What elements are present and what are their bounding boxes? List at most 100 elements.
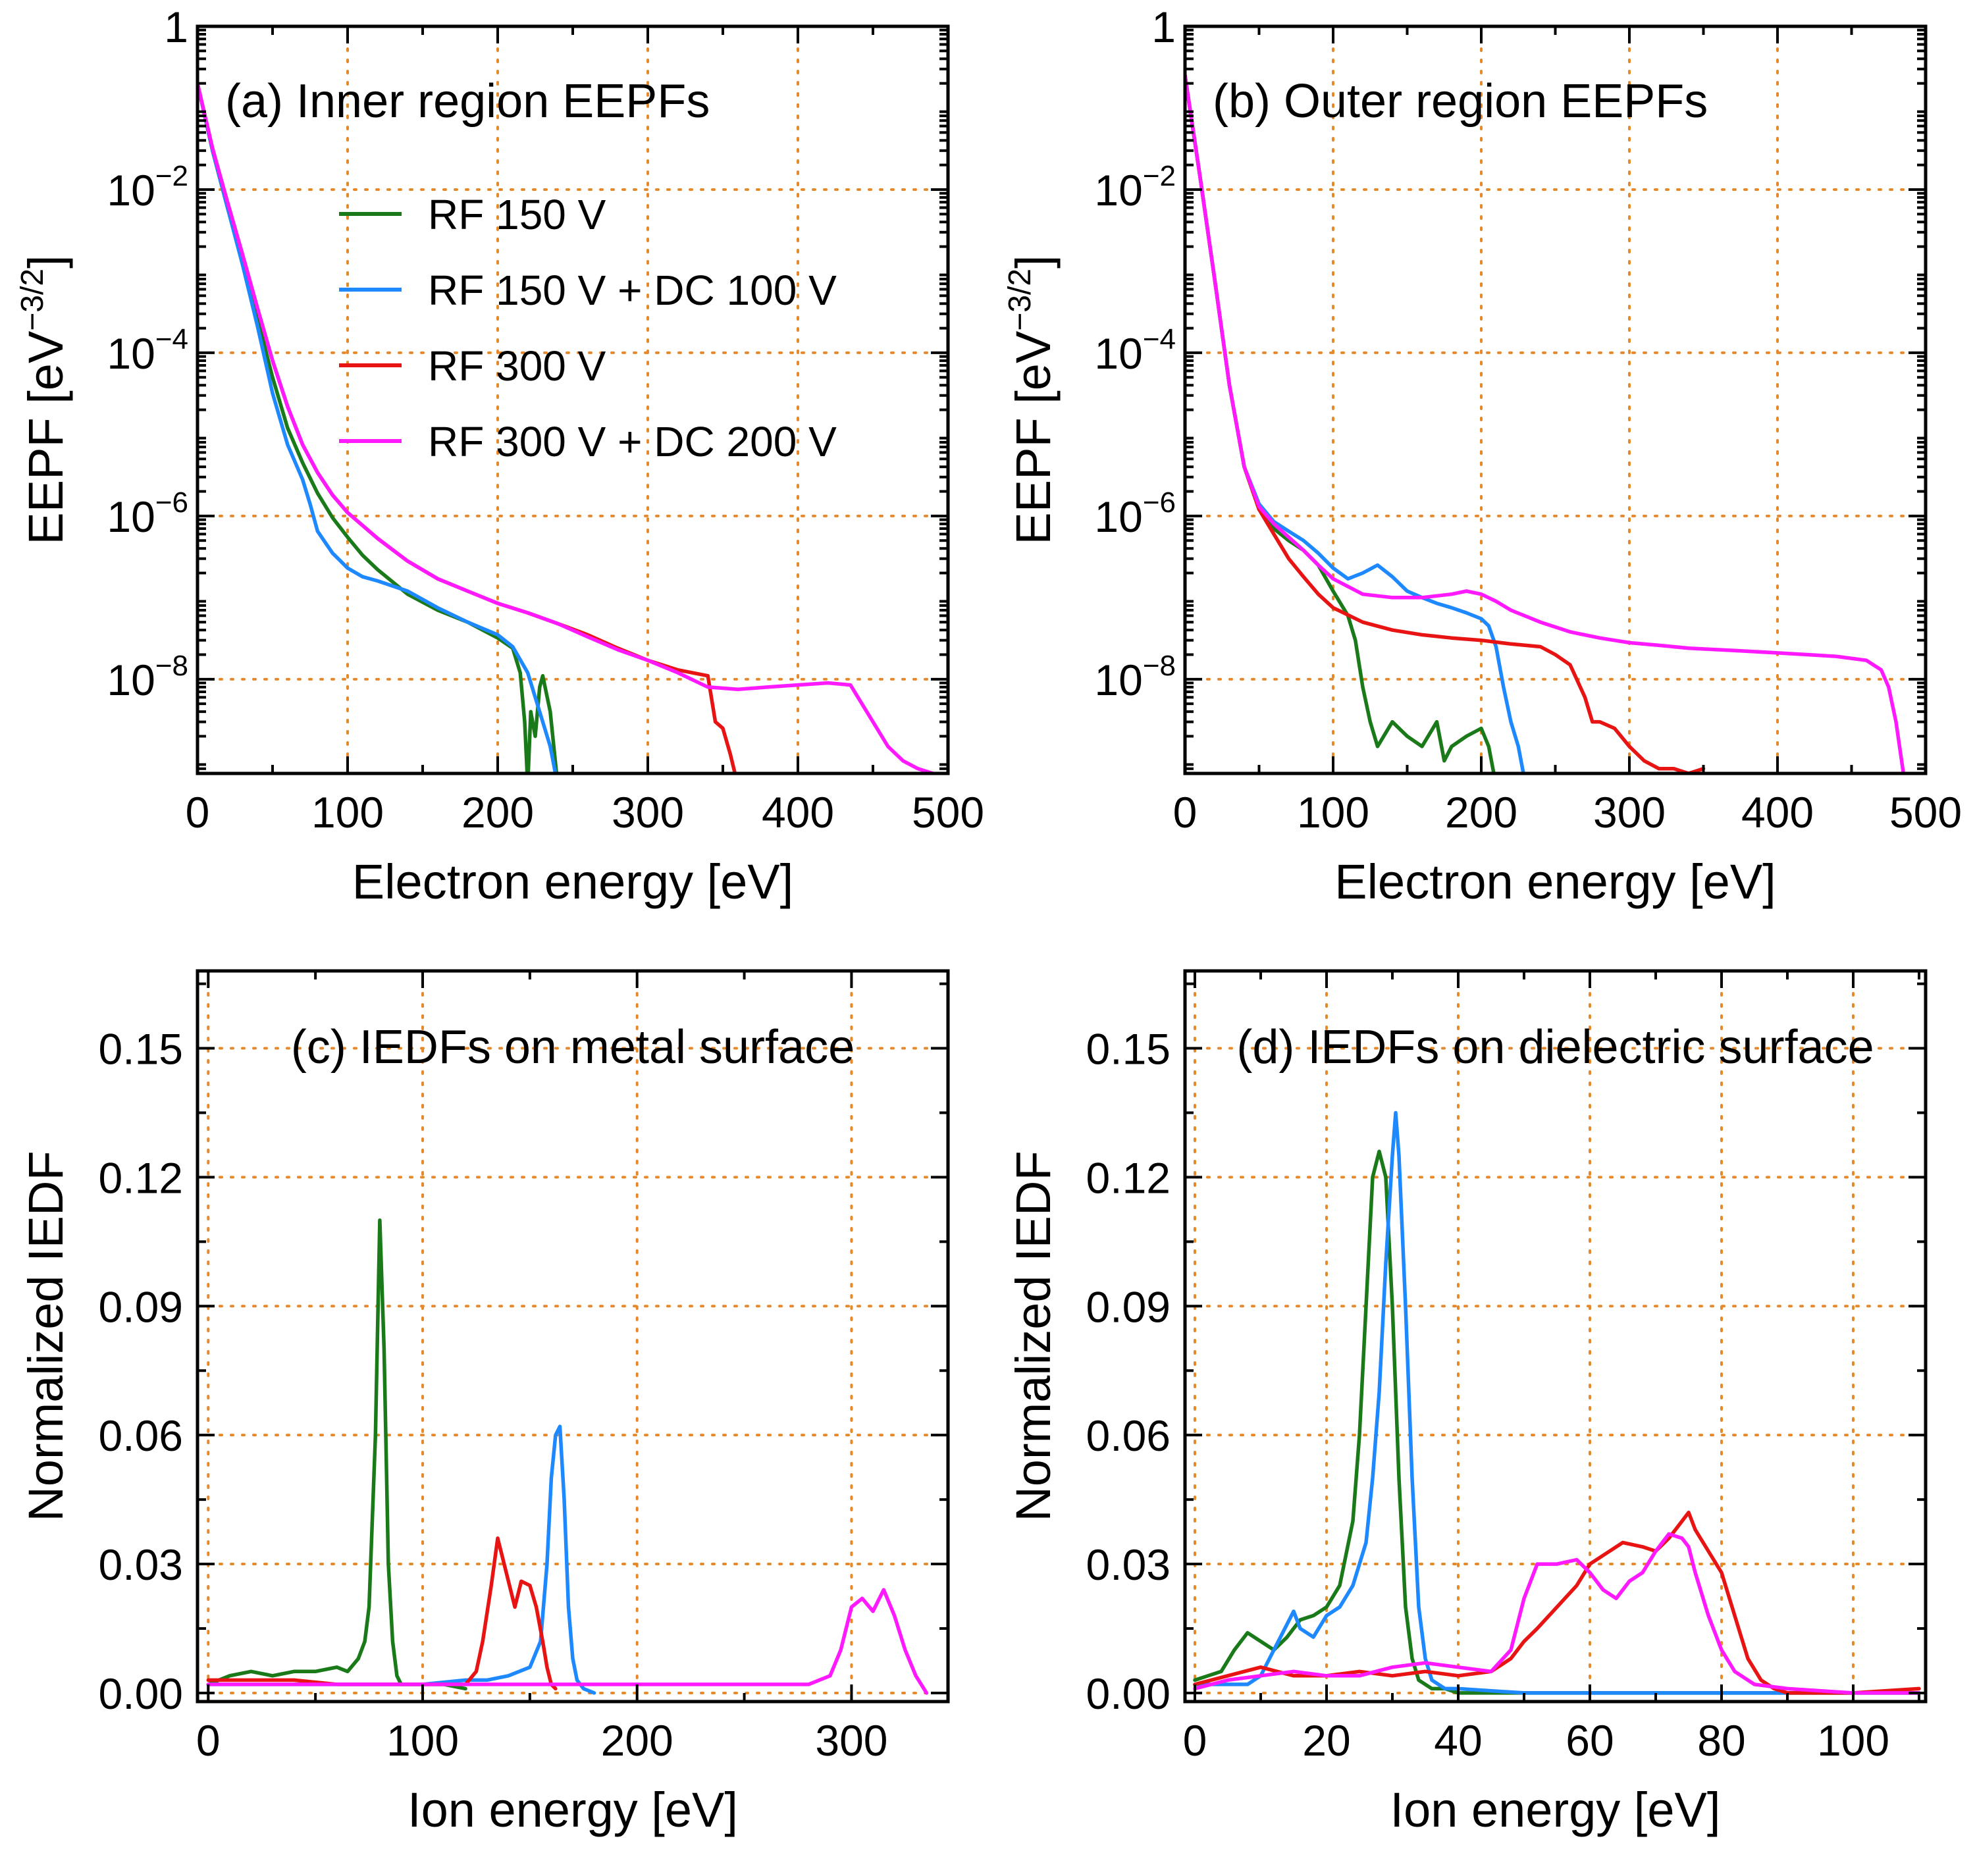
x-tick-label: 200 <box>461 788 534 837</box>
y-tick-label: 10−4 <box>107 323 188 378</box>
x-tick-label: 100 <box>1297 788 1369 837</box>
y-tick-base: 10 <box>107 329 155 378</box>
x-tick-label: 60 <box>1566 1716 1614 1765</box>
y-tick-base: 10 <box>1094 166 1142 215</box>
y-tick-label: 10−4 <box>1094 323 1176 378</box>
y-axis-label-main: Normalized IEDF <box>1006 1151 1061 1521</box>
y-tick-label: 0.06 <box>99 1411 183 1460</box>
series-line-rf300 <box>1185 73 1706 773</box>
panel-title: (d) IEDFs on dielectric surface <box>1236 1021 1874 1074</box>
panel-title: (a) Inner region EEPFs <box>225 75 710 128</box>
series-line-rf300dc200 <box>206 1588 929 1695</box>
series-line-rf300dc200 <box>198 81 935 773</box>
x-tick-label: 20 <box>1302 1716 1350 1765</box>
x-tick-label: 400 <box>762 788 834 837</box>
legend-label: RF 300 V + DC 200 V <box>428 418 837 465</box>
y-tick-label: 10−6 <box>107 486 188 541</box>
y-axis-label-end: ] <box>1006 255 1061 269</box>
x-tick-label: 300 <box>612 788 684 837</box>
y-tick-exp: −8 <box>1143 650 1176 682</box>
x-tick-label: 500 <box>912 788 984 837</box>
series-line-rf300dc200 <box>1193 1532 1921 1695</box>
y-tick-label: 0.09 <box>99 1282 183 1331</box>
y-tick-exp: −4 <box>155 323 188 355</box>
series-line-rf150 <box>1193 1149 1921 1695</box>
x-tick-label: 80 <box>1697 1716 1745 1765</box>
x-axis-label: Ion energy [eV] <box>1390 1783 1721 1837</box>
y-tick-label: 1 <box>1151 3 1176 51</box>
x-tick-label: 0 <box>1183 1716 1207 1765</box>
y-tick-exp: −6 <box>1143 486 1176 519</box>
x-axis-label: Ion energy [eV] <box>408 1783 738 1837</box>
y-axis-label-main: EEPF [eV <box>1006 330 1061 545</box>
panel-title: (b) Outer region EEPFs <box>1213 75 1708 128</box>
y-tick-label: 10−8 <box>1094 650 1176 704</box>
series-line-rf300dc200 <box>1185 73 1906 773</box>
y-tick-label: 0.00 <box>1086 1669 1171 1718</box>
x-tick-label: 0 <box>186 788 210 837</box>
y-tick-label: 1 <box>164 3 188 51</box>
y-tick-label: 0.06 <box>1086 1411 1171 1460</box>
y-tick-base: 10 <box>107 166 155 215</box>
series-line-rf300 <box>206 1536 558 1691</box>
y-tick-label: 10−8 <box>107 650 188 704</box>
y-tick-exp: −8 <box>155 650 188 682</box>
panel-c: 0 100 200 300 0.00 0.03 0.06 0.09 0.12 0.15 Ion en… <box>18 969 950 1837</box>
y-tick-label: 0.12 <box>99 1153 183 1202</box>
panel-a: 0 100 200 300 400 50010−810−610−410−21Electro… <box>15 3 984 909</box>
panel-b: 0 100 200 300 400 50010−810−610−410−21Electro… <box>1003 3 1962 909</box>
legend: RF 150 V RF 150 V + DC 100 V RF 300 V RF 30… <box>339 191 837 465</box>
x-tick-label: 400 <box>1741 788 1814 837</box>
y-axis-label: Normalized IEDF <box>1006 1151 1061 1521</box>
x-tick-label: 0 <box>196 1716 221 1765</box>
y-axis-label-sup: −3/2 <box>15 269 50 331</box>
x-tick-label: 100 <box>311 788 384 837</box>
y-tick-base: 10 <box>1094 492 1142 541</box>
x-tick-label: 300 <box>815 1716 887 1765</box>
plot-frame <box>196 24 950 775</box>
series-line-rf300 <box>1193 1510 1921 1695</box>
series-group <box>1185 73 1906 773</box>
plot-frame <box>1183 969 1928 1704</box>
y-tick-label: 0.12 <box>1086 1153 1171 1202</box>
y-tick-label: 0.15 <box>99 1025 183 1074</box>
series-group <box>1193 1110 1921 1695</box>
y-tick-base: 10 <box>107 656 155 704</box>
y-axis-label-end: ] <box>18 255 73 269</box>
plot-frame <box>196 969 950 1704</box>
y-tick-exp: −2 <box>155 160 188 192</box>
y-tick-label: 0.03 <box>1086 1540 1171 1589</box>
legend-label: RF 300 V <box>428 342 606 390</box>
y-axis-label: EEPF [eV−3/2] <box>15 255 73 544</box>
panel-d: 0 20 40 60 80 100 0.00 0.03 0.06 0.09 0.12 0.15 Ion … <box>1006 969 1928 1837</box>
x-axis-label: Electron energy [eV] <box>352 854 793 909</box>
y-tick-exp: −6 <box>155 486 188 519</box>
y-tick-label: 0.09 <box>1086 1282 1171 1331</box>
y-axis-label-main: Normalized IEDF <box>18 1151 73 1521</box>
series-group <box>198 81 935 773</box>
series-line-rf150dc100 <box>206 1424 596 1695</box>
x-tick-label: 0 <box>1173 788 1198 837</box>
series-line-rf150 <box>198 81 559 773</box>
panel-title: (c) IEDFs on metal surface <box>291 1021 855 1074</box>
x-tick-label: 100 <box>386 1716 459 1765</box>
x-axis-label: Electron energy [eV] <box>1334 854 1776 909</box>
plot-frame <box>1183 24 1928 775</box>
series-group <box>206 1218 929 1695</box>
y-axis-label-sup: −3/2 <box>1003 269 1038 331</box>
y-tick-label: 10−2 <box>1094 160 1176 215</box>
x-tick-label: 40 <box>1434 1716 1482 1765</box>
legend-label: RF 150 V + DC 100 V <box>428 267 837 314</box>
x-tick-label: 300 <box>1593 788 1666 837</box>
y-axis-label: EEPF [eV−3/2] <box>1003 255 1061 544</box>
y-axis-label: Normalized IEDF <box>18 1151 73 1521</box>
y-tick-label: 0.03 <box>99 1540 183 1589</box>
y-tick-base: 10 <box>1094 656 1142 704</box>
y-tick-base: 1 <box>164 3 188 51</box>
x-tick-label: 200 <box>601 1716 673 1765</box>
y-tick-label: 0.15 <box>1086 1025 1171 1074</box>
series-line-rf150dc100 <box>198 81 558 773</box>
legend-label: RF 150 V <box>428 191 606 238</box>
y-tick-exp: −4 <box>1143 323 1176 355</box>
x-tick-label: 500 <box>1889 788 1962 837</box>
